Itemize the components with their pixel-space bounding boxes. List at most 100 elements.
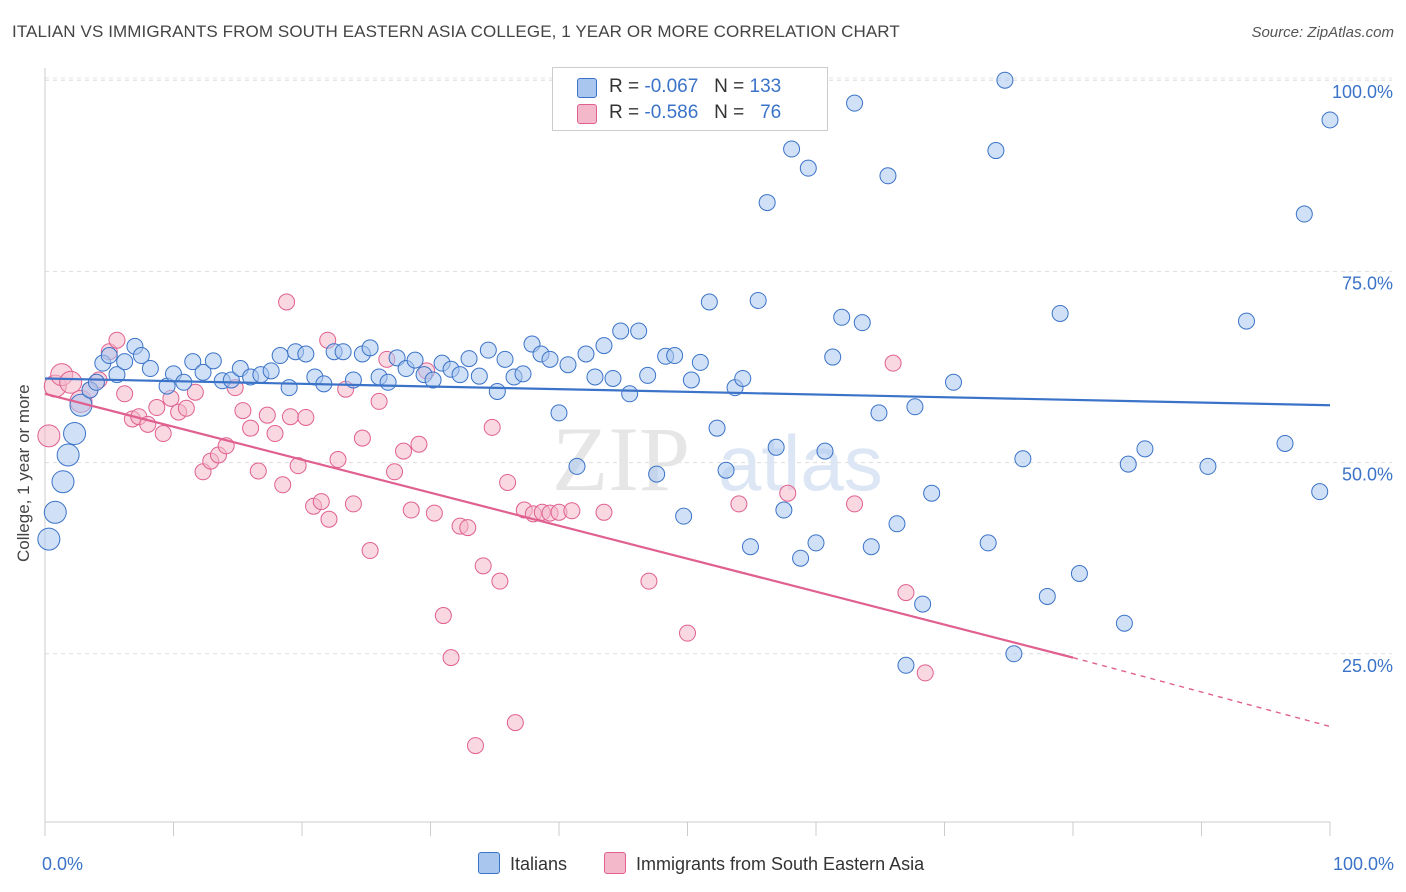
data-point-italians <box>888 515 906 533</box>
data-point-italians <box>424 371 442 389</box>
data-point-italians <box>1321 111 1339 129</box>
y-tick-label: 100.0% <box>1332 82 1393 102</box>
data-point-immigrants <box>884 354 902 372</box>
data-point-italians <box>559 356 577 374</box>
data-point-italians <box>914 595 932 613</box>
legend-swatch-immigrants <box>577 104 597 124</box>
chart-title: ITALIAN VS IMMIGRANTS FROM SOUTH EASTERN… <box>12 22 900 41</box>
data-point-immigrants <box>386 463 404 481</box>
data-point-italians <box>141 360 159 378</box>
data-point-italians <box>807 534 825 552</box>
data-point-italians <box>879 167 897 185</box>
y-tick-label: 25.0% <box>1342 656 1393 676</box>
data-point-italians <box>514 365 532 383</box>
data-point-italians <box>717 461 735 479</box>
data-point-immigrants <box>466 737 484 755</box>
data-point-immigrants <box>249 462 267 480</box>
data-point-italians <box>1199 457 1217 475</box>
data-point-italians <box>1276 434 1294 452</box>
data-point-italians <box>184 353 202 371</box>
data-point-immigrants <box>474 557 492 575</box>
data-point-italians <box>853 314 871 332</box>
data-point-immigrants <box>640 572 658 590</box>
bottom-legend-label: Immigrants from South Eastern Asia <box>636 854 925 874</box>
data-point-immigrants <box>491 572 509 590</box>
data-point-immigrants <box>37 424 61 448</box>
data-point-italians <box>37 527 61 551</box>
data-point-immigrants <box>459 519 477 537</box>
data-point-immigrants <box>483 418 501 436</box>
data-point-italians <box>630 322 648 340</box>
data-point-italians <box>479 341 497 359</box>
data-point-italians <box>568 457 586 475</box>
data-point-italians <box>451 366 469 384</box>
y-tick-label: 75.0% <box>1342 273 1393 293</box>
data-point-immigrants <box>779 484 797 502</box>
data-point-immigrants <box>59 370 83 394</box>
trend-line-italians <box>44 377 1331 407</box>
data-point-immigrants <box>846 495 864 513</box>
data-point-immigrants <box>242 419 260 437</box>
data-point-italians <box>132 347 150 365</box>
data-point-immigrants <box>278 293 296 311</box>
data-point-immigrants <box>297 408 315 426</box>
data-point-immigrants <box>274 476 292 494</box>
bottom-legend-label: Italians <box>510 854 568 874</box>
data-point-italians <box>1070 564 1088 582</box>
data-point-immigrants <box>410 435 428 453</box>
data-point-italians <box>846 94 864 112</box>
data-point-italians <box>1051 304 1069 322</box>
data-point-italians <box>767 438 785 456</box>
data-point-italians <box>897 656 915 674</box>
data-point-italians <box>682 371 700 389</box>
series-immigrants-points <box>37 293 934 755</box>
watermark-zip: ZIP <box>552 408 690 510</box>
legend-r-label: R = <box>609 76 640 97</box>
data-point-italians <box>783 140 801 158</box>
data-point-immigrants <box>186 383 204 401</box>
data-point-italians <box>666 347 684 365</box>
data-point-immigrants <box>266 425 284 443</box>
bottom-legend-swatch-immigrants <box>604 852 626 874</box>
data-point-italians <box>1014 450 1032 468</box>
data-point-italians <box>406 351 424 369</box>
legend-swatch-italians <box>577 78 597 98</box>
legend-n-label: N = <box>714 76 745 97</box>
data-point-italians <box>675 507 693 525</box>
data-point-italians <box>470 367 488 385</box>
data-point-italians <box>271 347 289 365</box>
data-point-italians <box>758 194 776 212</box>
data-point-italians <box>1038 587 1056 605</box>
data-point-italians <box>775 501 793 519</box>
data-point-italians <box>361 339 379 357</box>
data-point-italians <box>51 470 75 494</box>
y-axis-label: College, 1 year or more <box>14 384 33 562</box>
data-point-italians <box>1295 205 1313 223</box>
data-point-italians <box>700 293 718 311</box>
data-point-immigrants <box>563 502 581 520</box>
data-point-immigrants <box>177 399 195 417</box>
y-tick-label: 50.0% <box>1342 465 1393 485</box>
data-point-italians <box>691 353 709 371</box>
trend-line-immigrants-extension <box>1072 656 1331 728</box>
data-point-italians <box>194 363 212 381</box>
data-point-immigrants <box>329 451 347 469</box>
data-point-italians <box>749 291 767 309</box>
data-point-italians <box>996 71 1014 89</box>
legend-r-value: -0.067 <box>644 76 699 97</box>
data-point-italians <box>116 353 134 371</box>
data-point-italians <box>496 350 514 368</box>
data-point-immigrants <box>730 495 748 513</box>
bottom-legend-immigrants: Immigrants from South Eastern Asia <box>604 852 924 875</box>
data-point-immigrants <box>370 392 388 410</box>
data-point-immigrants <box>353 429 371 447</box>
data-point-italians <box>923 484 941 502</box>
data-point-italians <box>222 371 240 389</box>
data-point-italians <box>550 404 568 422</box>
data-point-italians <box>379 373 397 391</box>
data-point-italians <box>1136 440 1154 458</box>
data-point-immigrants <box>499 473 517 491</box>
legend-r-value: -0.586 <box>644 102 699 123</box>
legend-n-value: 76 <box>760 102 782 123</box>
